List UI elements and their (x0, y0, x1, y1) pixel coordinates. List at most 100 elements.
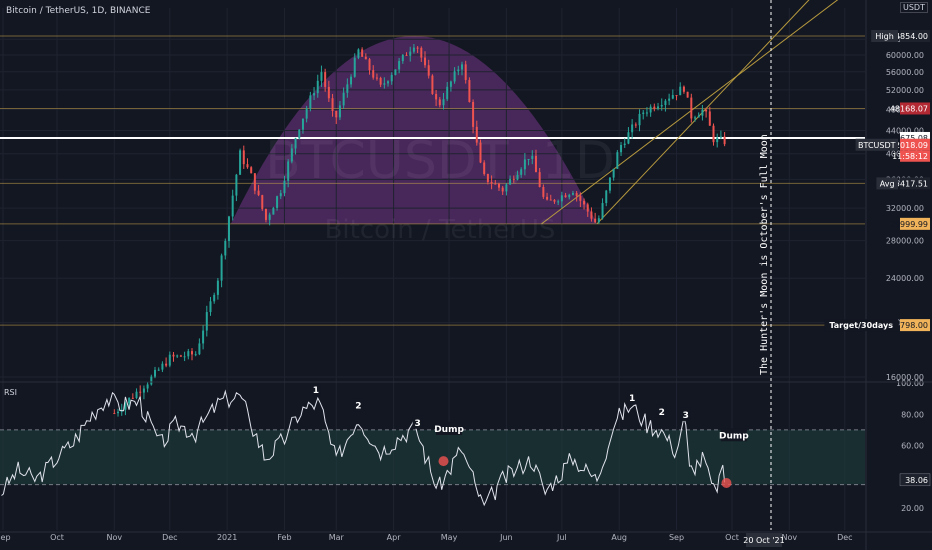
candle-body (675, 95, 678, 97)
y-tick-label: 32000.00 (886, 204, 924, 213)
candle-body (694, 117, 697, 119)
candle-body (146, 384, 149, 389)
rsi-annotation: 2 (355, 402, 361, 412)
candle-body (335, 110, 338, 118)
candle-body (579, 195, 582, 201)
candle-body (276, 196, 279, 208)
candle-body (268, 214, 271, 220)
candle-body (542, 186, 545, 197)
candle-body (405, 54, 408, 56)
chart-title: Bitcoin / TetherUS, 1D, BINANCE (6, 6, 151, 16)
candle-body (357, 49, 360, 58)
y-tick-label: 60000.00 (886, 51, 924, 60)
y-tick-label: 28000.00 (886, 237, 924, 246)
candle-body (568, 194, 571, 198)
candle-body (571, 193, 574, 195)
candle-body (708, 111, 711, 126)
candle-body (486, 174, 489, 182)
candles (113, 43, 726, 417)
price-badge: 19798.00 (890, 321, 928, 330)
candle-body (165, 363, 168, 366)
candle-body (313, 93, 316, 96)
candle-body (612, 168, 615, 178)
y-tick-label: 44000.00 (886, 127, 924, 136)
candle-body (227, 216, 230, 241)
candle-body (531, 155, 534, 160)
candle-body (294, 138, 297, 149)
rsi-marker (721, 478, 732, 488)
candle-body (261, 195, 264, 209)
rsi-marker (438, 456, 449, 467)
candle-body (128, 397, 131, 404)
unit-label[interactable]: USDT (900, 2, 928, 13)
hunters-moon-note: The Hunter's Moon is October's Full Moon (759, 134, 770, 375)
price-badge-bg (900, 30, 930, 42)
price-badge-tag-bg (871, 30, 898, 42)
candle-body (472, 101, 475, 127)
rsi-annotation-bg (412, 415, 423, 429)
x-tick-label: Feb (277, 533, 291, 542)
price-badge: 64854.00 (890, 32, 928, 41)
date-badge: 20 Oct '21 (743, 536, 784, 545)
candle-body (583, 200, 586, 205)
watermark: BTCUSDT, 1D Bitcoin / TetherUS (265, 131, 615, 245)
price-badge: 42018.09 (890, 141, 928, 150)
rsi-annotation-bg (436, 422, 463, 435)
candle-body (305, 108, 308, 119)
price-badge-tag-bg (855, 138, 898, 151)
price-badge-tag-bg (876, 177, 898, 190)
candle-body (601, 203, 604, 219)
candle-body (686, 91, 689, 98)
candle-body (387, 81, 390, 84)
price-badge-tag: BTCUSDT (858, 141, 896, 150)
x-tick-label: Nov (107, 533, 123, 542)
candle-body (213, 294, 216, 302)
x-tick-label: Sep (0, 533, 11, 542)
price-badge: 48168.07 (890, 104, 928, 113)
candle-body (420, 47, 423, 58)
candle-body (279, 193, 282, 197)
candle-body (664, 100, 667, 106)
candle-body (342, 92, 345, 106)
watermark-name: Bitcoin / TetherUS (325, 215, 556, 245)
channel-lower (596, 0, 810, 225)
countdown: 11:58:12 (892, 152, 928, 161)
candle-body (642, 112, 645, 114)
candle-body (154, 369, 157, 377)
candle-body (231, 195, 234, 217)
candle-body (560, 195, 563, 202)
candle-body (438, 99, 441, 106)
candle-body (671, 95, 674, 99)
candle-body (220, 255, 223, 281)
candle-body (546, 196, 549, 200)
candle-body (298, 129, 301, 139)
candle-body (494, 183, 497, 185)
x-tick-label: Oct (725, 533, 739, 542)
rsi-tick-label: 20.00 (901, 504, 924, 513)
candle-body (131, 397, 134, 399)
x-tick-label: Aug (611, 533, 627, 542)
candle-body (509, 178, 512, 185)
candle-body (549, 199, 552, 201)
candle-body (331, 98, 334, 111)
price-badge-bg (900, 177, 930, 190)
candle-body (616, 152, 619, 169)
x-tick-label: Dec (162, 533, 177, 542)
candle-body (168, 354, 171, 366)
candle-body (453, 71, 456, 82)
y-tick-label: 16000.00 (886, 373, 924, 382)
candle-body (320, 72, 323, 81)
x-tick-label: May (441, 533, 458, 542)
candle-body (191, 351, 193, 355)
candle-body (505, 184, 508, 192)
rsi-line (1, 389, 726, 507)
candle-body (290, 148, 293, 162)
candle-body (464, 64, 467, 80)
candle-body (719, 136, 722, 138)
candle-body (605, 190, 608, 204)
price-badge-bg (900, 138, 930, 151)
candle-body (468, 79, 471, 102)
price-badge: 42675.08 (890, 134, 928, 143)
